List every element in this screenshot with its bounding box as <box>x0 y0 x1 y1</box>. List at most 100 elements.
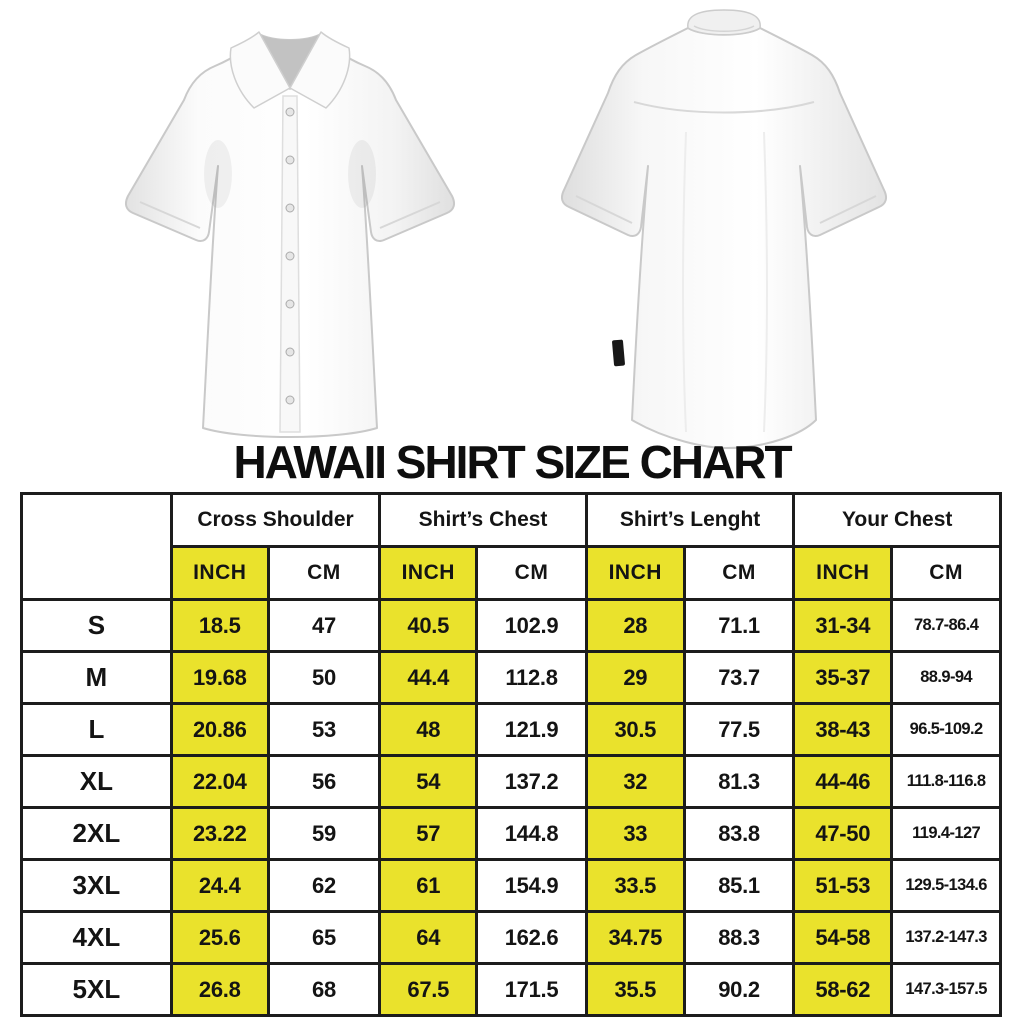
value-cell: 47-50 <box>792 806 894 861</box>
value-cell: 85.1 <box>682 858 796 913</box>
shirt-back-image <box>560 9 888 449</box>
value-cell: 35-37 <box>792 650 894 705</box>
value-cell: 77.5 <box>682 702 796 757</box>
shirt-front-collar <box>229 31 291 109</box>
value-cell: 51-53 <box>792 858 894 913</box>
value-cell: 56 <box>266 754 382 809</box>
value-cell: 154.9 <box>475 858 588 913</box>
value-cell: 50 <box>266 650 382 705</box>
page-title: HAWAII SHIRT SIZE CHART <box>233 436 792 488</box>
value-cell: 62 <box>266 858 382 913</box>
value-cell: 73.7 <box>682 650 796 705</box>
size-chart-body: S 18.5 47 40.5 102.9 28 71.1 31-34 78.7-86.4 M 19.… <box>20 598 1002 1017</box>
value-cell: 32 <box>584 754 686 809</box>
value-cell: 88.3 <box>682 910 796 965</box>
value-cell: 35.5 <box>584 962 686 1017</box>
size-label: XL <box>20 754 173 809</box>
unit-header-inch: INCH <box>792 545 894 601</box>
value-cell: 58-62 <box>792 962 894 1017</box>
value-cell: 48 <box>378 702 479 757</box>
value-cell: 67.5 <box>378 962 479 1017</box>
value-cell: 57 <box>378 806 479 861</box>
table-row-2xl: 2XL 23.22 59 57 144.8 33 83.8 47-50 119.4-127 <box>20 806 1002 861</box>
size-label: S <box>20 598 173 653</box>
value-cell: 29 <box>584 650 686 705</box>
column-group-your-chest: Your Chest <box>792 492 1002 548</box>
value-cell: 53 <box>266 702 382 757</box>
shirt-front-buttons <box>285 107 295 405</box>
shirt-front-placket <box>279 95 301 433</box>
unit-header-cm: CM <box>890 545 1002 601</box>
value-cell: 31-34 <box>792 598 894 653</box>
column-group-shirts-length: Shirt’s Lenght <box>584 492 796 548</box>
value-cell: 71.1 <box>682 598 796 653</box>
value-cell: 78.7-86.4 <box>890 598 1002 653</box>
unit-header-row: INCH CM INCH CM INCH CM INCH CM <box>22 545 1002 601</box>
column-group-cross-shoulder: Cross Shoulder <box>169 492 382 548</box>
value-cell: 20.86 <box>169 702 270 757</box>
value-cell: 88.9-94 <box>890 650 1002 705</box>
shirt-back-yoke-seam <box>633 101 815 114</box>
value-cell: 83.8 <box>682 806 796 861</box>
value-cell: 54 <box>378 754 479 809</box>
unit-header-cm: CM <box>475 545 588 601</box>
value-cell: 96.5-109.2 <box>890 702 1002 757</box>
value-cell: 171.5 <box>475 962 588 1017</box>
value-cell: 54-58 <box>792 910 894 965</box>
value-cell: 47 <box>266 598 382 653</box>
size-label: L <box>20 702 173 757</box>
shirt-front-neck <box>258 34 322 90</box>
value-cell: 18.5 <box>169 598 270 653</box>
shirt-front-image <box>124 31 456 438</box>
value-cell: 147.3-157.5 <box>890 962 1002 1017</box>
table-row-xl: XL 22.04 56 54 137.2 32 81.3 44-46 111.8-116.8 <box>20 754 1002 809</box>
value-cell: 64 <box>378 910 479 965</box>
value-cell: 44.4 <box>378 650 479 705</box>
shirt-back-body <box>560 27 888 449</box>
unit-header-cm: CM <box>682 545 796 601</box>
shirt-back-collar <box>687 9 761 36</box>
table-row-5xl: 5XL 26.8 68 67.5 171.5 35.5 90.2 58-62 147.3-157… <box>20 962 1002 1017</box>
unit-header-inch: INCH <box>169 545 270 601</box>
value-cell: 26.8 <box>169 962 270 1017</box>
table-row-l: L 20.86 53 48 121.9 30.5 77.5 38-43 96.5-109.2 <box>20 702 1002 757</box>
value-cell: 121.9 <box>475 702 588 757</box>
table-row-m: M 19.68 50 44.4 112.8 29 73.7 35-37 88.9-94 <box>20 650 1002 705</box>
size-label: M <box>20 650 173 705</box>
value-cell: 111.8-116.8 <box>890 754 1002 809</box>
value-cell: 81.3 <box>682 754 796 809</box>
value-cell: 34.75 <box>584 910 686 965</box>
value-cell: 33.5 <box>584 858 686 913</box>
unit-header-inch: INCH <box>584 545 686 601</box>
value-cell: 59 <box>266 806 382 861</box>
size-label: 5XL <box>20 962 173 1017</box>
value-cell: 162.6 <box>475 910 588 965</box>
value-cell: 44-46 <box>792 754 894 809</box>
value-cell: 112.8 <box>475 650 588 705</box>
value-cell: 19.68 <box>169 650 270 705</box>
value-cell: 23.22 <box>169 806 270 861</box>
value-cell: 65 <box>266 910 382 965</box>
value-cell: 102.9 <box>475 598 588 653</box>
table-row-3xl: 3XL 24.4 62 61 154.9 33.5 85.1 51-53 129.5-134.6 <box>20 858 1002 913</box>
value-cell: 40.5 <box>378 598 479 653</box>
value-cell: 61 <box>378 858 479 913</box>
table-row-4xl: 4XL 25.6 65 64 162.6 34.75 88.3 54-58 137.2-147.… <box>20 910 1002 965</box>
value-cell: 137.2-147.3 <box>890 910 1002 965</box>
corner-cell <box>20 492 173 601</box>
shirt-back-tag <box>612 339 625 367</box>
value-cell: 38-43 <box>792 702 894 757</box>
unit-header-cm: CM <box>266 545 382 601</box>
unit-header-inch: INCH <box>378 545 479 601</box>
value-cell: 30.5 <box>584 702 686 757</box>
size-label: 2XL <box>20 806 173 861</box>
value-cell: 144.8 <box>475 806 588 861</box>
value-cell: 137.2 <box>475 754 588 809</box>
column-group-row: Cross Shoulder Shirt’s Chest Shirt’s Len… <box>20 492 1002 601</box>
value-cell: 22.04 <box>169 754 270 809</box>
value-cell: 90.2 <box>682 962 796 1017</box>
column-group-shirts-chest: Shirt’s Chest <box>378 492 588 548</box>
value-cell: 25.6 <box>169 910 270 965</box>
value-cell: 28 <box>584 598 686 653</box>
